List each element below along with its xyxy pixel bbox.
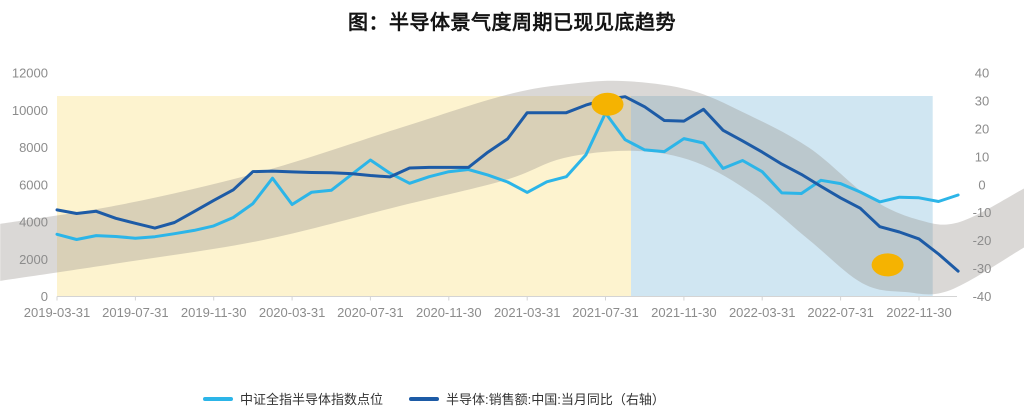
- y-axis-right-label: 0: [978, 177, 985, 192]
- chart-title: 图：半导体景气度周期已现见底趋势: [348, 12, 676, 34]
- x-axis-label: 2022-03-31: [729, 305, 796, 320]
- y-axis-right-label: -10: [973, 205, 992, 220]
- y-axis-right-label: 20: [975, 121, 989, 136]
- x-axis-label: 2021-03-31: [494, 305, 561, 320]
- x-axis-label: 2022-11-30: [886, 305, 952, 320]
- x-axis-label: 2021-11-30: [651, 305, 717, 320]
- highlight-region-yellow-period: [57, 96, 631, 297]
- x-axis-label: 2019-07-31: [102, 305, 169, 320]
- y-axis-right-label: 40: [975, 66, 989, 81]
- x-axis-label: 2022-07-31: [807, 305, 874, 320]
- cyan-line-swatch-icon: [203, 396, 233, 401]
- y-axis-right-label: -30: [973, 261, 992, 276]
- y-axis-left-label: 2000: [19, 252, 48, 267]
- x-axis-label: 2020-03-31: [259, 305, 326, 320]
- legend-item-index: 中证全指半导体指数点位: [203, 389, 383, 408]
- legend-label-index: 中证全指半导体指数点位: [240, 392, 384, 407]
- y-axis-right-label: -40: [973, 289, 992, 304]
- x-axis-label: 2021-07-31: [572, 305, 639, 320]
- x-axis-label: 2019-11-30: [181, 305, 247, 320]
- y-axis-left-label: 4000: [19, 215, 48, 230]
- y-axis-left-label: 12000: [12, 66, 48, 81]
- yoy-series-line: [55, 95, 960, 273]
- cycle-band: [0, 80, 1024, 295]
- y-axis-left-label: 0: [41, 289, 48, 304]
- y-axis-left-label: 10000: [12, 103, 48, 118]
- x-axis-label: 2020-11-30: [416, 305, 482, 320]
- navy-line-swatch-icon: [409, 396, 440, 401]
- index-series-line: [55, 111, 960, 241]
- bottom-marker-ellipse: [871, 253, 904, 277]
- peak-marker-ellipse: [591, 92, 624, 116]
- x-axis-label: 2019-03-31: [24, 305, 91, 320]
- y-axis-right-label: 10: [975, 149, 989, 164]
- y-axis-left-label: 8000: [19, 140, 48, 155]
- y-axis-left-label: 6000: [19, 177, 48, 192]
- legend-item-yoy: 半导体:销售额:中国:当月同比（右轴）: [409, 389, 665, 408]
- legend-label-yoy: 半导体:销售额:中国:当月同比（右轴）: [446, 392, 665, 407]
- chart-legend: 中证全指半导体指数点位 半导体:销售额:中国:当月同比（右轴）: [203, 389, 665, 408]
- y-axis-right-label: -20: [973, 233, 992, 248]
- y-axis-right-label: 30: [975, 93, 989, 108]
- x-axis-label: 2020-07-31: [337, 305, 404, 320]
